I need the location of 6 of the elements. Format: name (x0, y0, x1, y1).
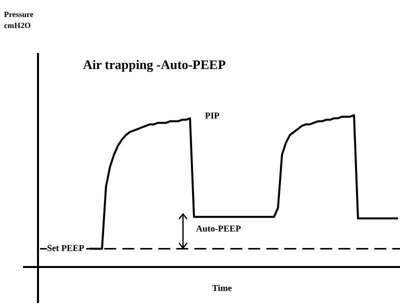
x-axis-title: Time (212, 283, 232, 293)
chart-title: Air trapping -Auto-PEEP (83, 57, 226, 72)
annotation: Auto-PEEP (196, 223, 242, 234)
annotation: PIP (205, 110, 220, 120)
text: Pressure cmH2O (4, 10, 34, 30)
ref-line-label: Set PEEP (47, 243, 85, 254)
